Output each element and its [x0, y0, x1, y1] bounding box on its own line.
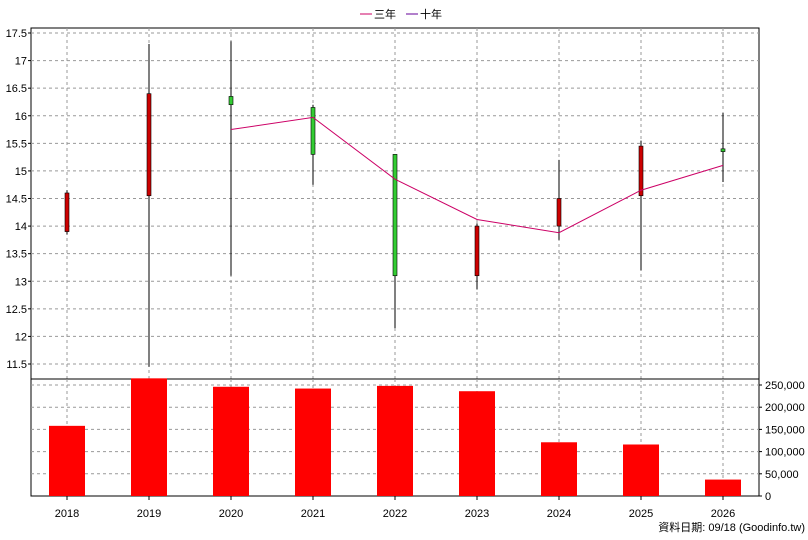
volume-bar: [623, 444, 659, 496]
volume-bar: [131, 378, 167, 496]
candle-body: [64, 192, 70, 232]
volume-bars: [49, 378, 741, 496]
x-tick-label: 2021: [301, 508, 325, 520]
volume-bar: [295, 388, 331, 496]
price-y-tick-label: 13: [15, 276, 27, 288]
price-y-tick-label: 11.5: [6, 359, 27, 371]
volume-y-tick-label: 200,000: [765, 402, 805, 414]
volume-y-tick-label: 0: [765, 491, 771, 503]
volume-y-tick-label: 50,000: [765, 469, 799, 481]
volume-bar: [459, 391, 495, 496]
candle-body: [310, 107, 316, 155]
x-tick-label: 2022: [383, 508, 407, 520]
volume-y-axis: 0 50,000 100,000 150,000 200,000 250,000: [759, 380, 805, 503]
data-date-footer: 資料日期: 09/18 (Goodinfo.tw): [658, 520, 805, 534]
price-y-tick-label: 13.5: [6, 249, 27, 261]
price-candles: [64, 41, 726, 367]
moving-average-lines: [230, 116, 724, 234]
volume-bar: [49, 425, 85, 496]
price-y-tick-label: 17.5: [6, 28, 27, 40]
x-tick-label: 2018: [55, 508, 79, 520]
x-tick-label: 2024: [547, 508, 571, 520]
price-panel: 11.5 12 12.5 13 13.5 14 14.5 15 15.5 16 16.5 17 17.5: [6, 27, 760, 380]
x-tick-label: 2020: [219, 508, 243, 520]
ma-line-三年: [230, 116, 724, 234]
price-y-tick-label: 16: [15, 111, 27, 123]
price-y-tick-label: 15: [15, 166, 27, 178]
volume-y-tick-label: 250,000: [765, 380, 805, 392]
price-y-tick-label: 12: [15, 331, 27, 343]
candle-body: [638, 145, 644, 197]
x-tick-label: 2019: [137, 508, 161, 520]
volume-bar: [541, 442, 577, 496]
x-axis: 2018 2019 2020 2021 2022 2023 2024 2025 2026: [55, 496, 735, 520]
x-tick-label: 2026: [711, 508, 735, 520]
volume-bar: [213, 386, 249, 496]
legend-label-3y: 三年: [374, 7, 396, 21]
price-y-tick-label: 16.5: [6, 83, 27, 95]
volume-y-tick-label: 100,000: [765, 447, 805, 459]
candle-body: [392, 154, 398, 277]
x-tick-label: 2023: [465, 508, 489, 520]
candle-body: [720, 148, 726, 152]
price-y-tick-label: 14: [15, 221, 27, 233]
price-y-tick-label: 15.5: [6, 138, 27, 150]
candle-body: [556, 198, 562, 227]
volume-panel: 0 50,000 100,000 150,000 200,000 250,000: [30, 378, 805, 503]
price-y-axis: 11.5 12 12.5 13 13.5 14 14.5 15 15.5 16 16.5 17 17.5: [6, 28, 31, 371]
legend: 三年 十年: [360, 7, 442, 21]
volume-y-tick-label: 150,000: [765, 424, 805, 436]
candle-body: [228, 96, 234, 106]
x-tick-label: 2025: [629, 508, 653, 520]
candle-body: [474, 225, 480, 277]
price-y-tick-label: 17: [15, 56, 27, 68]
volume-bar: [705, 479, 741, 496]
candle-body: [146, 93, 152, 197]
volume-bar: [377, 385, 413, 496]
legend-label-10y: 十年: [420, 7, 442, 21]
price-y-tick-label: 14.5: [6, 194, 27, 206]
price-y-tick-label: 12.5: [6, 304, 27, 316]
